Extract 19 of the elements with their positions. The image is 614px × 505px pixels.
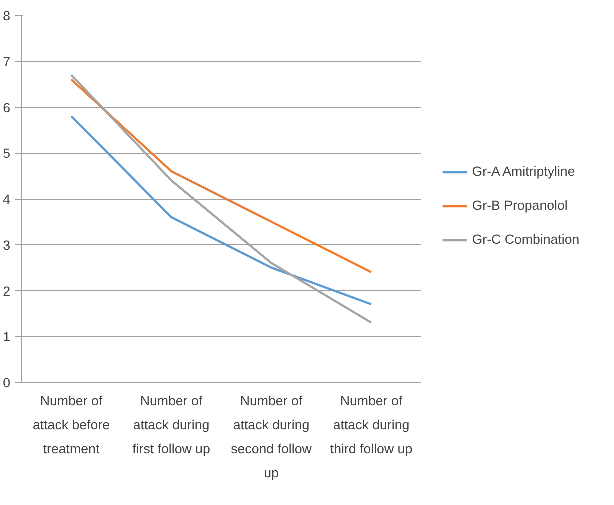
- category-label: Number of attack during first follow up: [132, 394, 210, 456]
- legend-label: Gr-A Amitriptyline: [472, 164, 576, 179]
- y-tick-label: 5: [3, 146, 11, 162]
- category-label: Number of attack during third follow up: [330, 394, 413, 456]
- y-tick-label: 7: [3, 54, 11, 70]
- y-tick-label: 4: [3, 192, 12, 207]
- y-tick-label: 8: [3, 8, 11, 24]
- y-tick-label: 3: [3, 238, 11, 253]
- y-tick-label: 0: [3, 376, 11, 390]
- y-tick-label: 6: [3, 100, 11, 116]
- legend-label: Gr-C Combination: [472, 232, 580, 247]
- category-label: Number of attack before treatment: [32, 394, 110, 456]
- legend-label: Gr-B Propanolol: [472, 198, 568, 213]
- category-label: Number of attack during second follow up: [231, 394, 312, 480]
- y-tick-label: 1: [3, 330, 11, 345]
- y-tick-label: 2: [3, 284, 11, 299]
- line-series: [70, 78, 373, 274]
- line-series: [70, 115, 373, 306]
- line-series: [70, 74, 373, 324]
